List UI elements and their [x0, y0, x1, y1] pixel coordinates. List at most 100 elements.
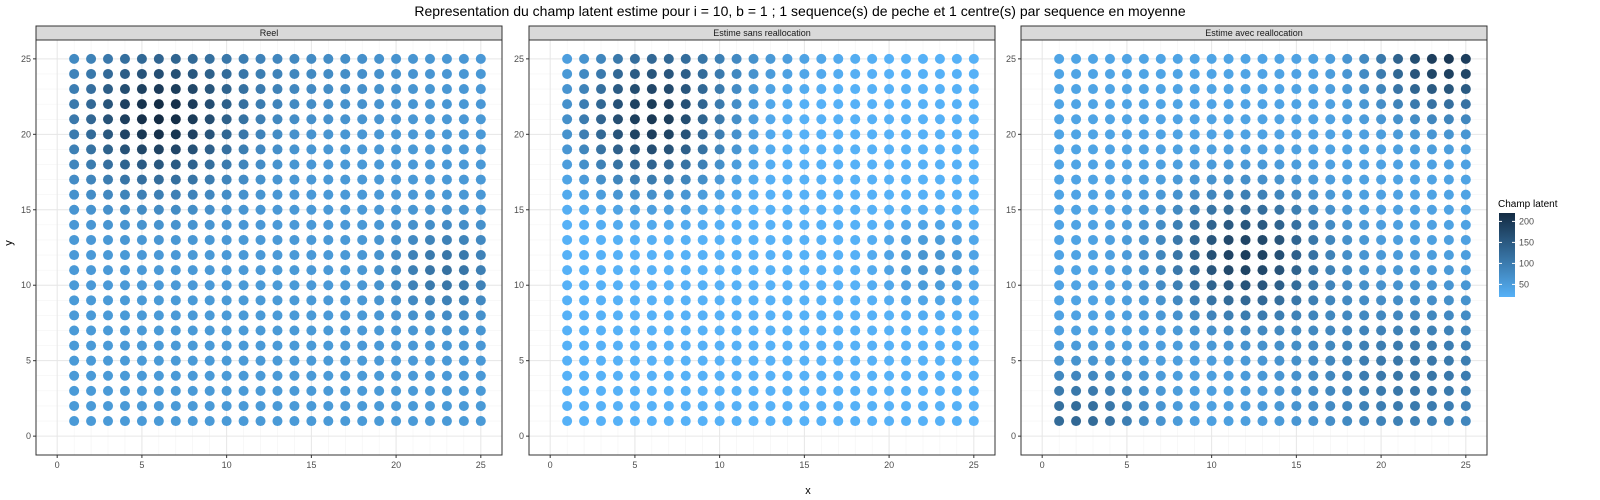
data-point — [1189, 234, 1200, 245]
data-point — [596, 99, 607, 110]
data-point — [799, 189, 810, 200]
data-point — [255, 400, 266, 411]
data-point — [1325, 265, 1336, 276]
data-point — [221, 99, 232, 110]
data-point — [1393, 114, 1404, 125]
data-point — [1088, 114, 1099, 125]
data-point — [1138, 385, 1149, 396]
data-point — [816, 129, 827, 140]
data-point — [221, 265, 232, 276]
data-point — [1104, 204, 1115, 215]
data-point — [119, 325, 130, 336]
data-point — [816, 68, 827, 79]
data-point — [204, 234, 215, 245]
data-point — [1291, 219, 1302, 230]
data-point — [1409, 129, 1420, 140]
data-point — [1376, 159, 1387, 170]
data-point — [272, 174, 283, 185]
data-point — [1291, 189, 1302, 200]
data-point — [1121, 340, 1132, 351]
data-point — [697, 159, 708, 170]
data-point — [901, 159, 912, 170]
data-point — [1172, 219, 1183, 230]
data-point — [612, 355, 623, 366]
data-point — [136, 265, 147, 276]
data-point — [1325, 250, 1336, 261]
data-point — [136, 295, 147, 306]
data-point — [968, 280, 979, 291]
data-point — [1274, 295, 1285, 306]
data-point — [1104, 189, 1115, 200]
data-point — [1223, 114, 1234, 125]
data-point — [340, 265, 351, 276]
data-point — [1206, 129, 1217, 140]
data-point — [951, 250, 962, 261]
data-point — [663, 159, 674, 170]
data-point — [323, 189, 334, 200]
data-point — [1274, 385, 1285, 396]
data-point — [1426, 219, 1437, 230]
data-point — [374, 204, 385, 215]
data-point — [596, 159, 607, 170]
data-point — [1426, 340, 1437, 351]
data-point — [475, 355, 486, 366]
data-point — [1172, 355, 1183, 366]
data-point — [646, 114, 657, 125]
data-point — [1308, 385, 1319, 396]
data-point — [1223, 250, 1234, 261]
data-point — [562, 159, 573, 170]
data-point — [951, 385, 962, 396]
data-point — [1054, 159, 1065, 170]
data-point — [1172, 144, 1183, 155]
data-point — [680, 310, 691, 321]
data-point — [103, 84, 114, 95]
data-point — [1155, 265, 1166, 276]
data-point — [204, 416, 215, 427]
data-point — [833, 400, 844, 411]
data-point — [646, 204, 657, 215]
data-point — [782, 325, 793, 336]
data-point — [731, 250, 742, 261]
data-point — [187, 340, 198, 351]
data-point — [458, 370, 469, 381]
data-point — [119, 114, 130, 125]
data-point — [86, 159, 97, 170]
data-point — [255, 355, 266, 366]
data-point — [1274, 114, 1285, 125]
data-point — [562, 53, 573, 64]
data-point — [272, 129, 283, 140]
data-point — [1104, 68, 1115, 79]
data-point — [1121, 295, 1132, 306]
data-point — [1359, 68, 1370, 79]
data-point — [475, 265, 486, 276]
data-point — [748, 265, 759, 276]
data-point — [340, 159, 351, 170]
data-point — [187, 159, 198, 170]
data-point — [646, 325, 657, 336]
data-point — [917, 84, 928, 95]
data-point — [1426, 355, 1437, 366]
data-point — [272, 53, 283, 64]
data-point — [765, 265, 776, 276]
data-point — [680, 174, 691, 185]
data-point — [816, 355, 827, 366]
data-point — [833, 99, 844, 110]
x-tick-label: 5 — [1124, 460, 1129, 470]
data-point — [424, 310, 435, 321]
data-point — [153, 99, 164, 110]
data-point — [1054, 129, 1065, 140]
data-point — [1121, 189, 1132, 200]
data-point — [1206, 340, 1217, 351]
data-point — [884, 340, 895, 351]
data-point — [1359, 325, 1370, 336]
data-point — [1325, 416, 1336, 427]
data-point — [562, 325, 573, 336]
data-point — [1206, 234, 1217, 245]
data-point — [357, 189, 368, 200]
data-point — [1054, 99, 1065, 110]
data-point — [629, 84, 640, 95]
data-point — [221, 68, 232, 79]
data-point — [153, 234, 164, 245]
